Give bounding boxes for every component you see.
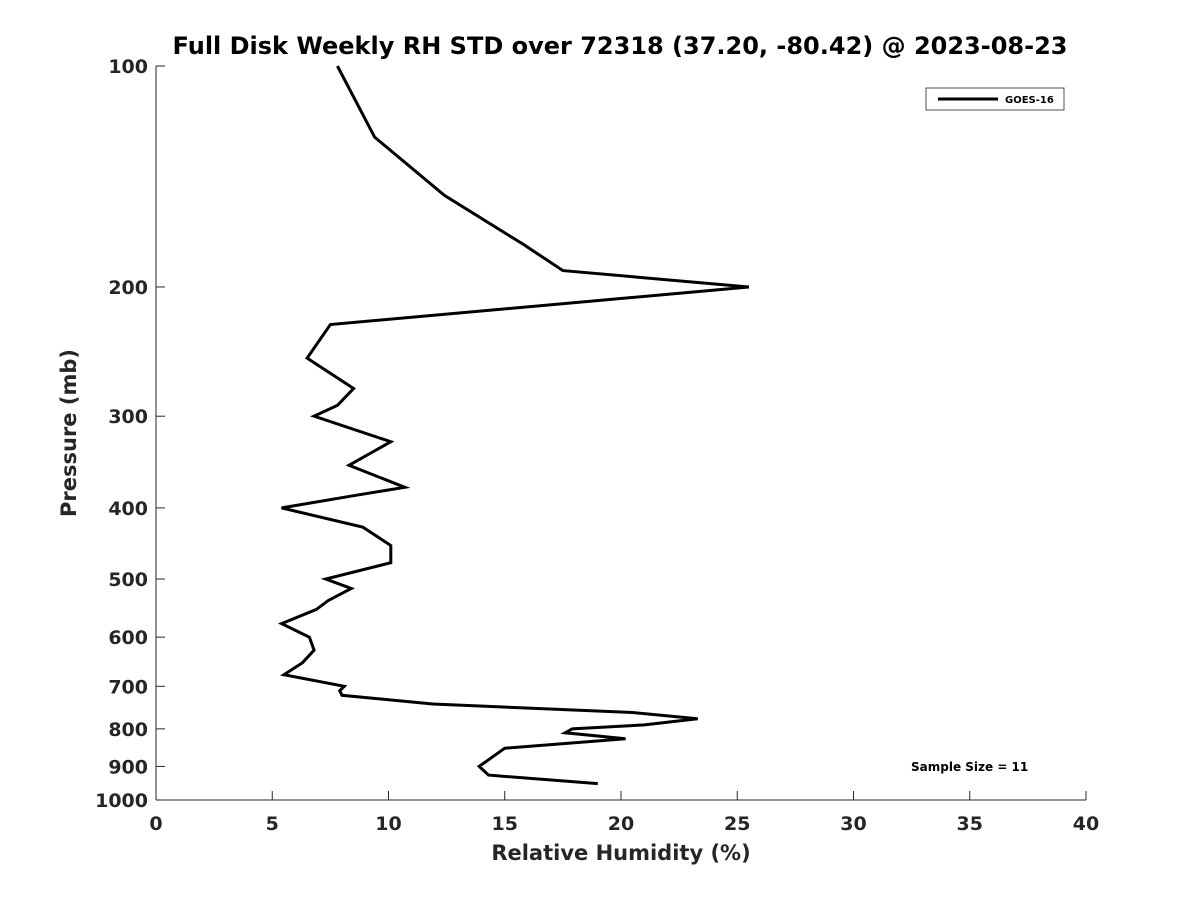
y-tick-label: 600 [108, 627, 148, 649]
y-tick-label: 700 [108, 676, 148, 698]
legend-label-goes-16: GOES-16 [1005, 95, 1054, 106]
x-tick-label: 40 [1073, 813, 1099, 835]
x-tick-label: 35 [957, 813, 983, 835]
y-tick-label: 300 [108, 406, 148, 428]
y-tick-label: 800 [108, 719, 148, 741]
y-tick-label: 200 [108, 277, 148, 299]
y-tick-label: 1000 [95, 790, 148, 812]
y-axis-label: Pressure (mb) [57, 349, 81, 517]
series-layer [277, 65, 750, 786]
legend: GOES-16 [925, 87, 1065, 111]
x-axis-ticks: 0 5 10 15 20 25 30 35 40 [149, 791, 1099, 835]
x-tick-label: 5 [266, 813, 279, 835]
x-tick-label: 20 [608, 813, 634, 835]
x-tick-label: 25 [724, 813, 750, 835]
y-tick-label: 100 [108, 56, 148, 78]
chart-title: Full Disk Weekly RH STD over 72318 (37.2… [173, 32, 1068, 60]
x-tick-label: 15 [492, 813, 518, 835]
y-tick-label: 900 [108, 756, 148, 778]
x-tick-label: 30 [840, 813, 866, 835]
x-axis-label: Relative Humidity (%) [491, 841, 750, 865]
series-line-goes-16 [277, 65, 750, 786]
y-tick-label: 500 [108, 569, 148, 591]
sample-size-annotation: Sample Size = 11 [911, 760, 1028, 774]
y-tick-label: 400 [108, 498, 148, 520]
y-axis-ticks: 100 200 300 400 500 600 700 800 900 1000 [95, 56, 165, 812]
x-tick-label: 10 [375, 813, 401, 835]
x-tick-label: 0 [149, 813, 162, 835]
